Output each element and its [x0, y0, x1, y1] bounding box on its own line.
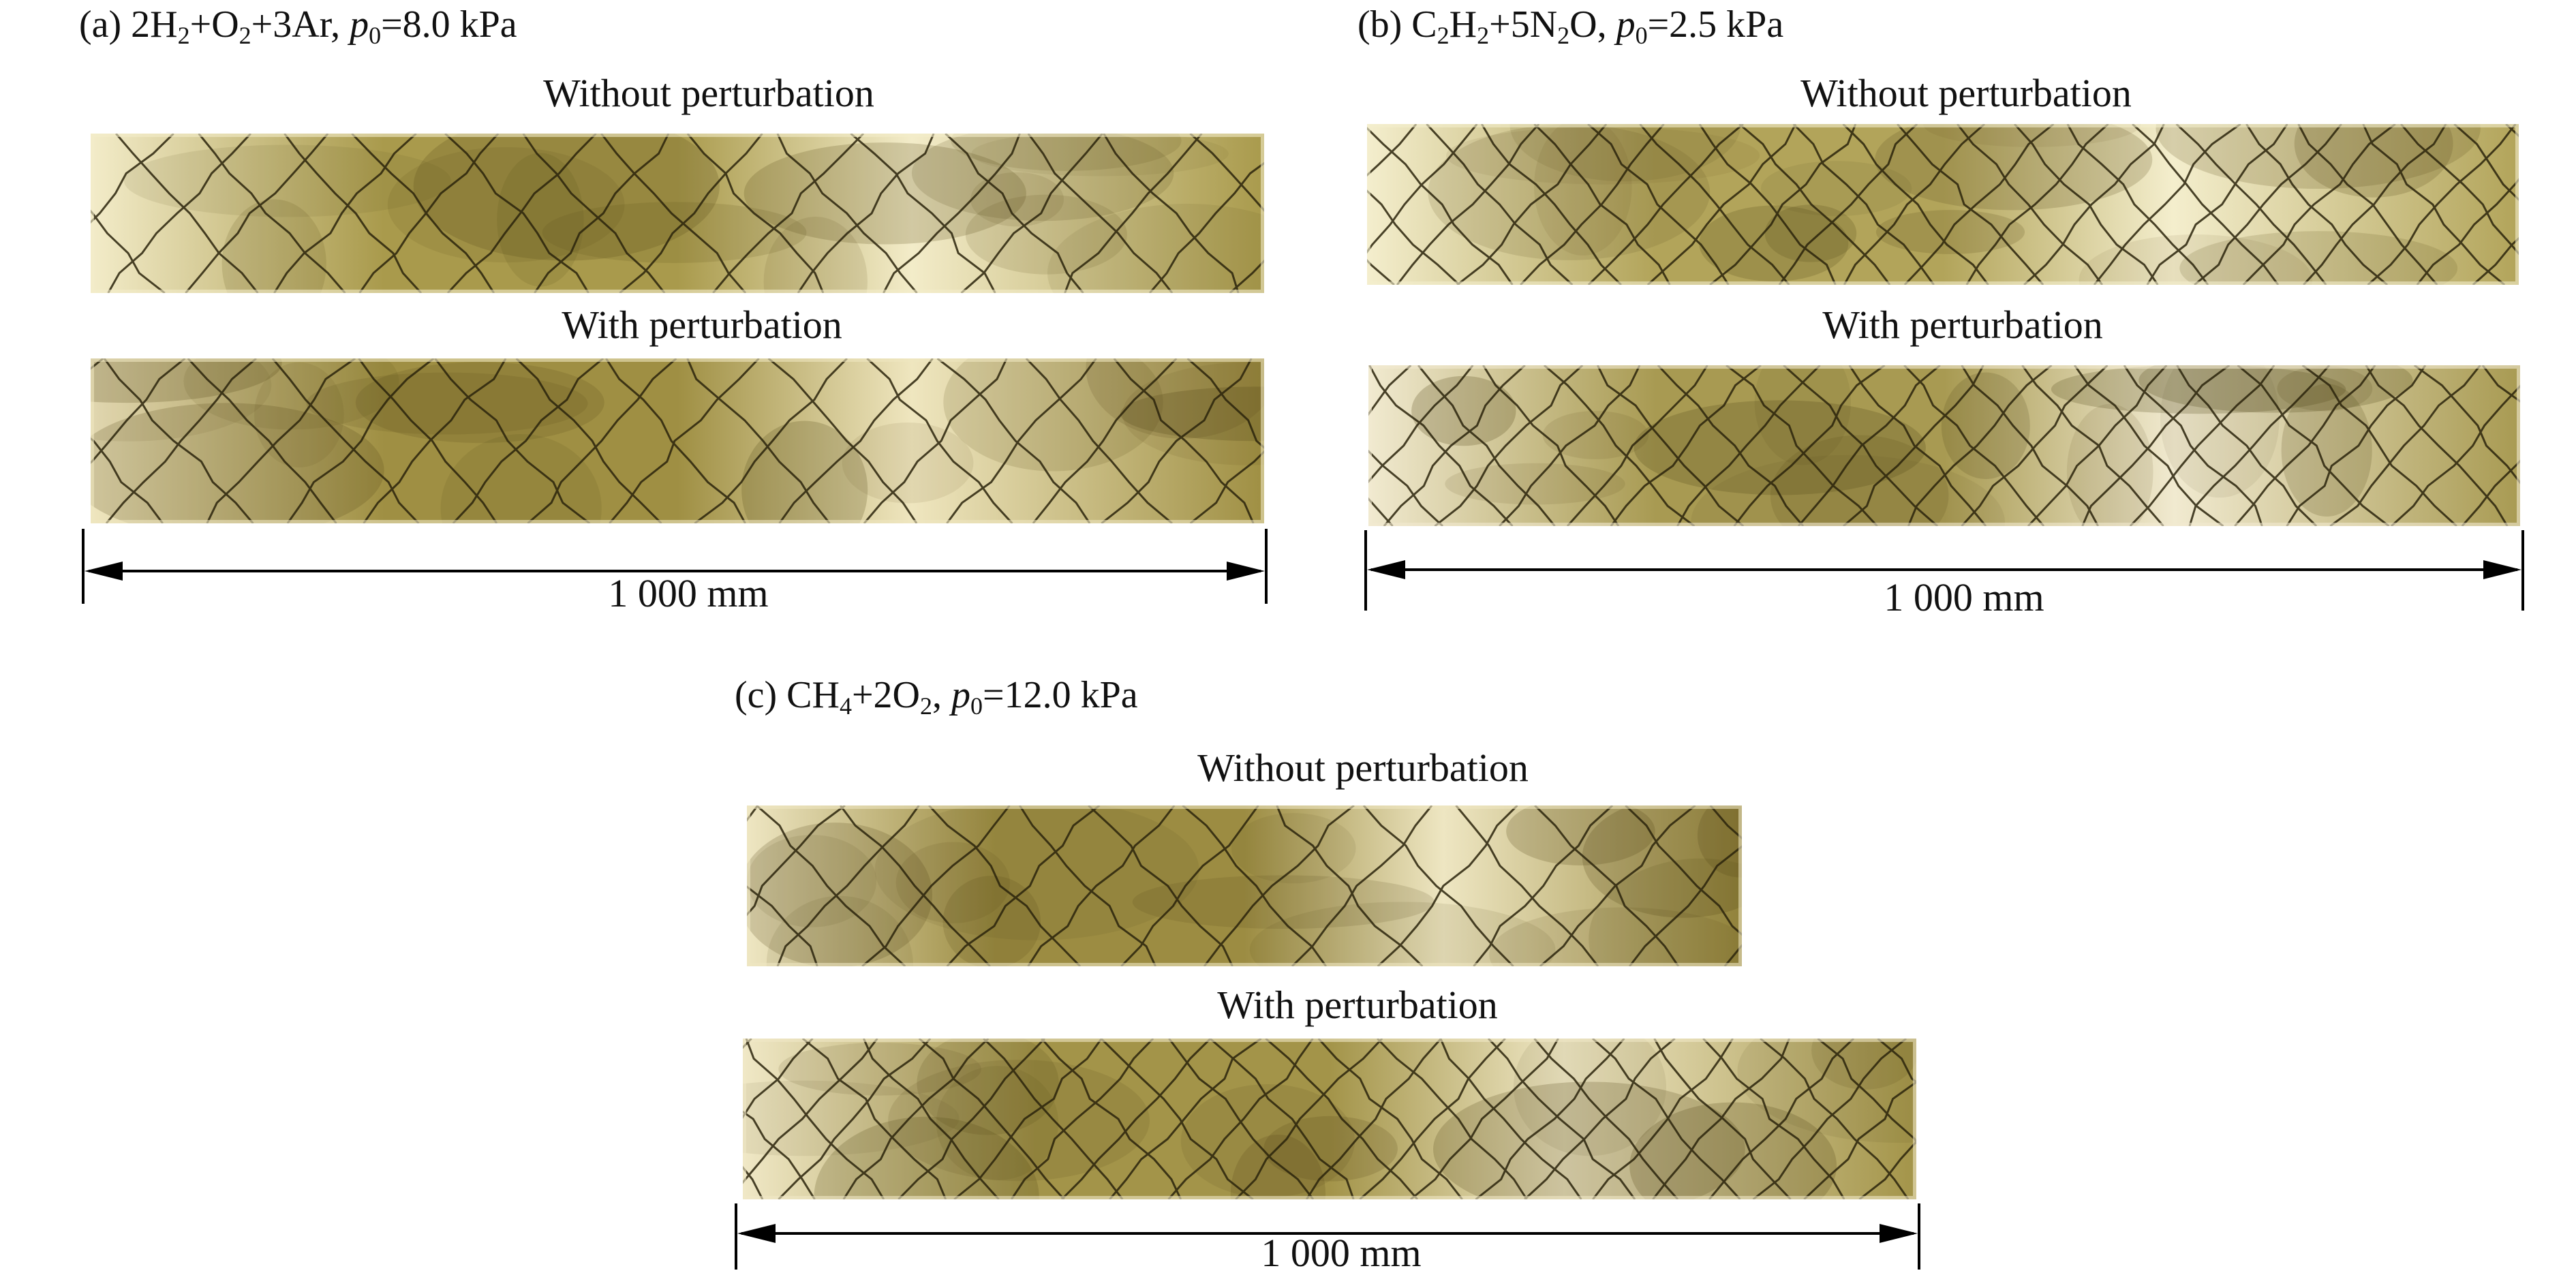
panel-b-scale-bar: [1364, 530, 2524, 612]
smoked-foil-image: [91, 358, 1264, 523]
smoked-foil-image: [1368, 365, 2520, 526]
panel-b-plate-without: [1367, 124, 2519, 285]
mixture-formula: CH4+2O2,: [786, 674, 951, 720]
panel-a-scale-bar: [82, 529, 1268, 604]
panel-b-caption-with: With perturbation: [1822, 303, 2103, 347]
panel-a-title: (a) 2H2+O2+3Ar, p0=8.0 kPa: [79, 3, 517, 49]
panel-b-caption-without: Without perturbation: [1800, 71, 2132, 115]
panel-a-plate-with: [91, 358, 1264, 523]
panel-a-plate-without: [91, 134, 1264, 293]
smoked-foil-image: [747, 805, 1742, 966]
panel-b-plate-with: [1368, 365, 2520, 526]
panel-b-scale-label: 1 000 mm: [1884, 575, 2044, 619]
smoked-foil-image: [1367, 124, 2519, 285]
panel-a-scale-label: 1 000 mm: [608, 571, 769, 615]
panel-c-plate-with: [743, 1039, 1916, 1199]
panel-c-caption-with: With perturbation: [1217, 983, 1498, 1027]
panel-c-scale-bar: [735, 1203, 1920, 1270]
panel-a-caption-without: Without perturbation: [543, 71, 874, 115]
smoked-foil-image: [743, 1039, 1916, 1199]
mixture-formula: 2H2+O2+3Ar,: [131, 3, 350, 49]
panel-c-caption-without: Without perturbation: [1197, 746, 1529, 790]
smoked-foil-image: [91, 134, 1264, 293]
panel-a-caption-with: With perturbation: [562, 303, 842, 347]
panel-b-title: (b) C2H2+5N2O, p0=2.5 kPa: [1358, 3, 1784, 49]
panel-c-title: (c) CH4+2O2, p0=12.0 kPa: [735, 674, 1138, 720]
panel-c-plate-without: [747, 805, 1742, 966]
panel-c-scale-label: 1 000 mm: [1261, 1231, 1422, 1275]
mixture-formula: C2H2+5N2O,: [1411, 3, 1616, 49]
